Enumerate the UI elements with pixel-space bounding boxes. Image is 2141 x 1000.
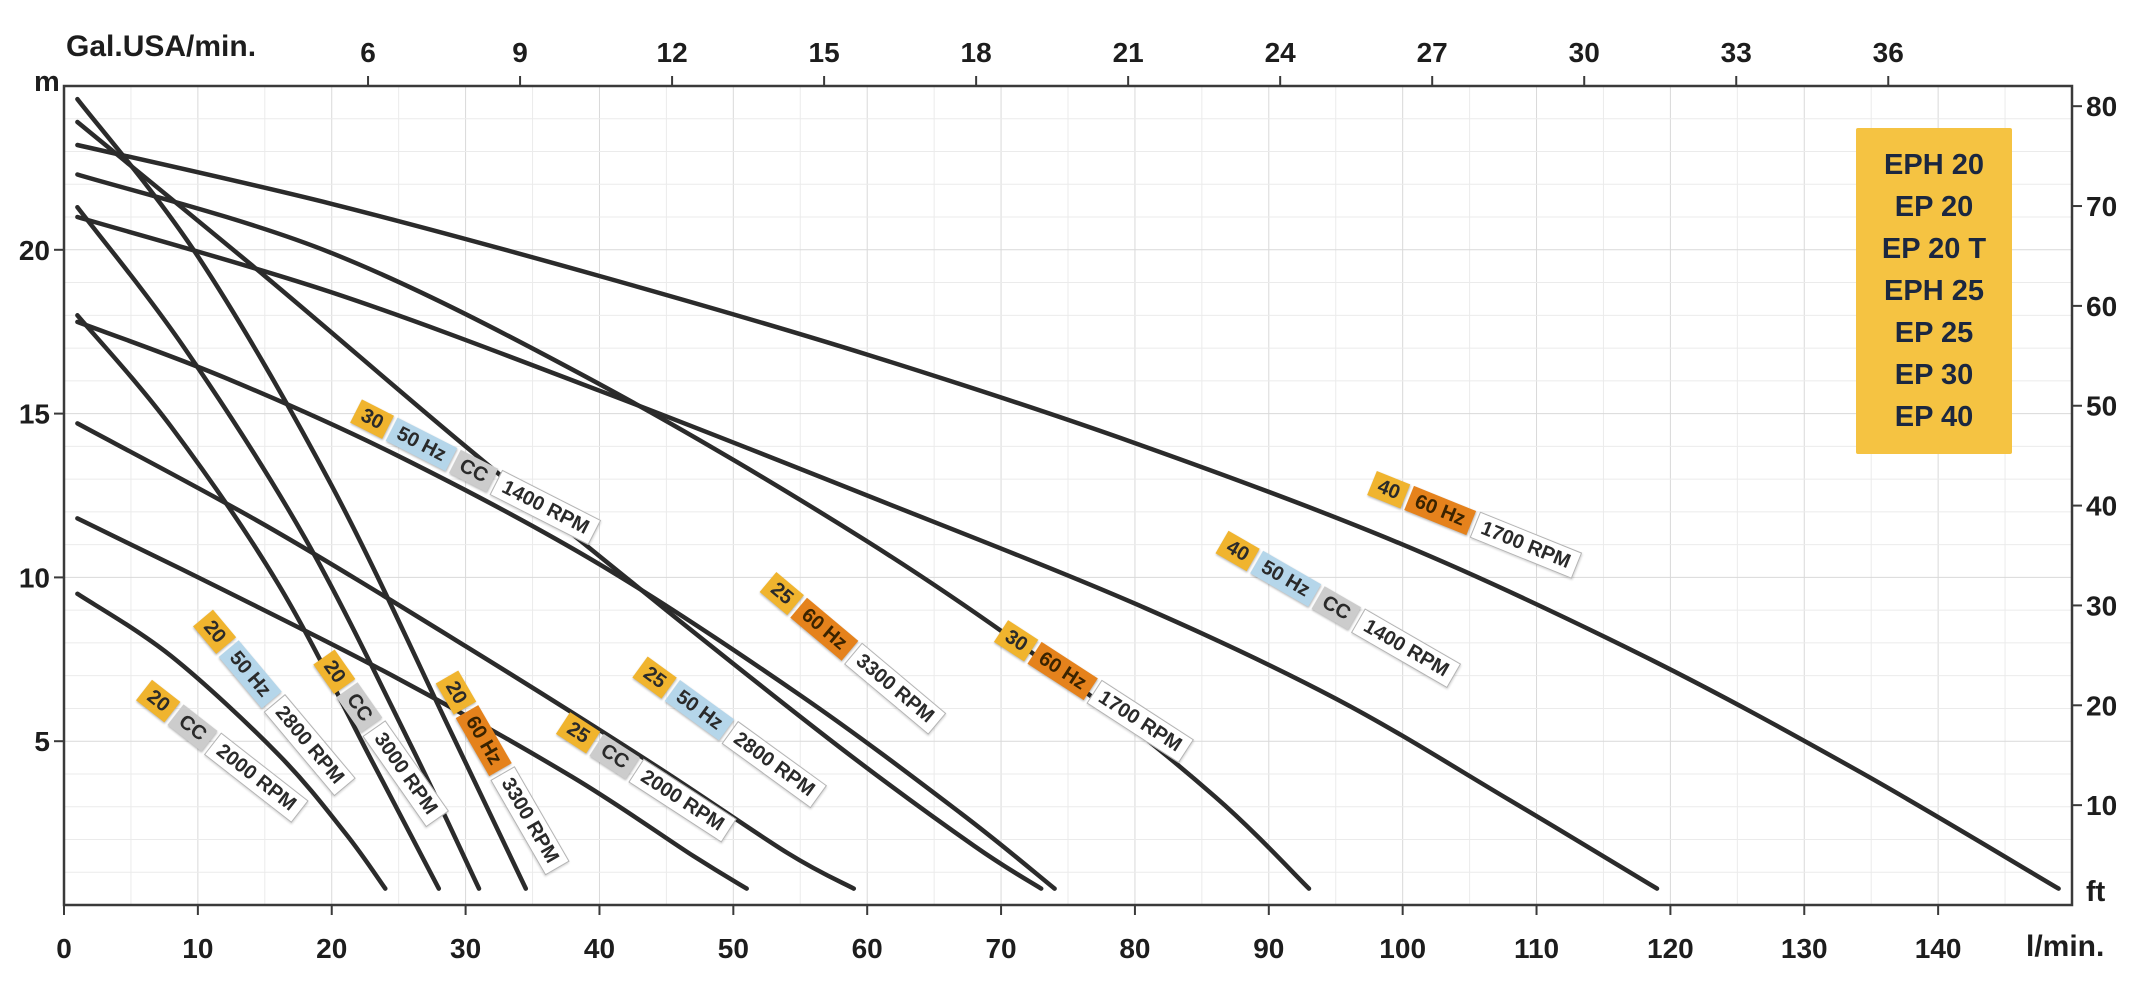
bottom-axis-tick-label: 0 [56,933,72,964]
pump-curve-25-50-hz-2800-rpm [75,421,857,891]
legend-item-ep-30: EP 30 [1894,359,1974,391]
pump-curve-30-50-hz-cc-1400-rpm [75,319,1057,891]
top-axis-tick-label: 36 [1873,37,1904,68]
top-axis-tick-label: 9 [512,37,528,68]
top-axis-tick-label: 24 [1265,37,1297,68]
bottom-axis-tick-label: 20 [316,933,347,964]
bottom-axis-tick-label: 80 [1119,933,1150,964]
left-axis-tick-label: 5 [34,726,50,757]
legend-item-ep-20: EP 20 [1894,191,1974,223]
right-axis-tick-label: 30 [2086,590,2117,621]
top-axis-tick-label: 30 [1569,37,1600,68]
bottom-axis-tick-label: 110 [1514,933,1559,964]
pump-curve-30-60-hz-1700-rpm [75,172,1312,891]
plot-frame [62,84,2074,907]
bottom-axis-tick-label: 40 [584,933,615,964]
top-axis-tick-label: 15 [809,37,840,68]
right-axis-tick-label: 50 [2086,391,2117,422]
top-axis-tick-label: 27 [1417,37,1448,68]
legend-item-ep-20-t: EP 20 T [1881,233,1987,265]
bottom-axis-tick-label: 120 [1647,933,1694,964]
top-axis-tick-label: 12 [657,37,688,68]
top-axis-tick-label: 33 [1721,37,1752,68]
right-axis-tick-label: 80 [2086,91,2117,122]
top-axis-tick-label: 21 [1113,37,1144,68]
legend-item-eph-25: EPH 25 [1884,275,1984,307]
left-axis-tick-label: 10 [19,562,50,593]
bottom-axis-tick-label: 130 [1781,933,1828,964]
bottom-axis-tick-label: 30 [450,933,481,964]
bottom-axis-tick-label: 70 [985,933,1016,964]
top-axis-tick-label: 6 [360,37,376,68]
right-axis-tick-label: 10 [2086,790,2117,821]
left-axis-tick-label: 15 [19,399,50,430]
bottom-axis-tick-label: 100 [1379,933,1426,964]
bottom-axis-tick-label: 50 [718,933,749,964]
right-axis-tick-label: 40 [2086,491,2117,522]
bottom-axis-tick-label: 10 [182,933,213,964]
right-axis-tick-label: 20 [2086,690,2117,721]
legend-item-ep-25: EP 25 [1894,317,1974,349]
pump-curve-40-50-hz-cc-1400-rpm [75,214,1660,891]
top-axis-tick-label: 18 [961,37,992,68]
right-axis-tick-label: 70 [2086,191,2117,222]
bottom-axis-tick-label: 140 [1915,933,1962,964]
legend-item-ep-40: EP 40 [1894,401,1974,433]
legend-box: EPH 20 EP 20 EP 20 T EPH 25 EP 25 EP 30 EP 40 [1856,128,2012,454]
pump-curve-20-60-hz-3300-rpm [75,96,529,891]
right-axis-unit-label: ft [2086,876,2106,908]
pump-curve-40-60-hz-1700-rpm [75,142,2061,891]
pump-curve-20-50-hz-2800-rpm [75,313,442,891]
legend-item-eph-20: EPH 20 [1884,149,1984,181]
bottom-axis-tick-label: 60 [852,933,883,964]
top-axis-unit-label: Gal.USA/min. [66,30,257,63]
left-axis-unit-label: m [34,66,60,98]
bottom-axis-unit-label: l/min. [2026,930,2105,963]
left-axis-tick-label: 20 [19,235,50,266]
right-axis-tick-label: 60 [2086,291,2117,322]
bottom-axis-tick-label: 90 [1253,933,1284,964]
